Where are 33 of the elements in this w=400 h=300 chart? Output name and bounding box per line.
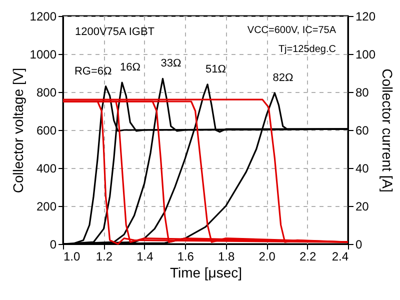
annotation: 1200V75A IGBT (75, 26, 155, 38)
x-tick-label: 2.0 (258, 250, 276, 264)
y2-tick-label: 40 (356, 162, 370, 176)
y2-tick-label: 20 (356, 200, 370, 214)
annotation: 16Ω (120, 62, 141, 74)
x-tick-label: 1.6 (177, 250, 194, 264)
annotation: Tj=125deg.C (278, 44, 336, 55)
x-tick-label: 2.2 (299, 250, 316, 264)
x-tick-label: 1.4 (136, 250, 154, 264)
y-axis-title: Collector voltage [V] (10, 68, 26, 194)
annotation: VCC=600V, IC=75A (247, 25, 336, 36)
y2-axis-title: Collector current [A] (380, 68, 396, 192)
annotation: 33Ω (160, 58, 182, 70)
y-tick-label: 200 (36, 200, 57, 214)
y2-tick-label: 0 (356, 238, 362, 252)
y2-tick-label: 100 (356, 48, 376, 62)
x-tick-label: 1.2 (96, 250, 113, 264)
y2-tick-label: 120 (356, 10, 376, 24)
x-tick-label: 1.0 (64, 250, 81, 264)
x-tick-label: 2.4 (332, 250, 349, 264)
y-tick-label: 600 (36, 124, 57, 138)
x-axis-title: Time [μsec] (170, 264, 242, 280)
y2-tick-label: 60 (356, 124, 370, 138)
y-tick-label: 1200 (30, 10, 57, 24)
annotation: RG=6Ω (74, 65, 112, 78)
annotation: 82Ω (272, 72, 294, 84)
annotation: 51Ω (206, 63, 226, 76)
y-tick-label: 1000 (30, 48, 57, 62)
y-tick-label: 800 (36, 86, 57, 100)
x-tick-label: 1.8 (218, 250, 236, 264)
y-tick-label: 400 (36, 162, 57, 176)
y-tick-label: 0 (50, 238, 57, 252)
y2-tick-label: 80 (356, 86, 370, 100)
